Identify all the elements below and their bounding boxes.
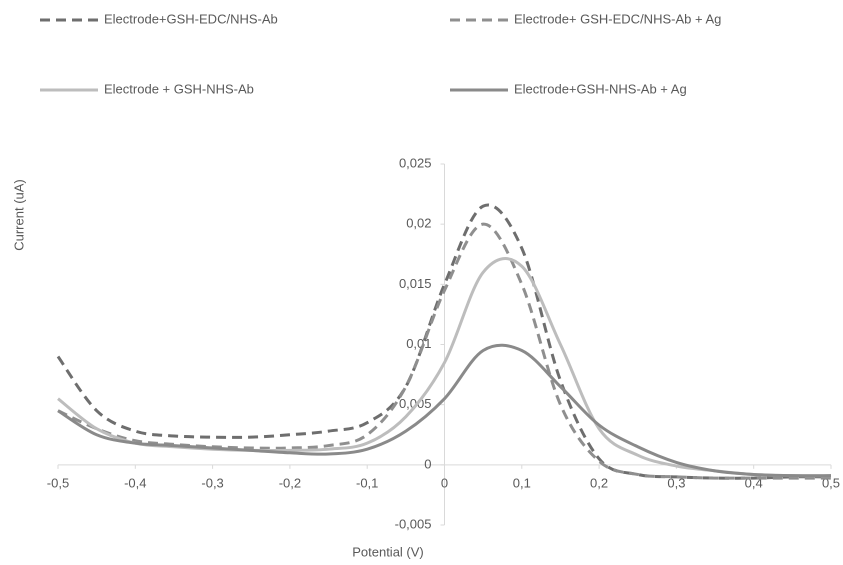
y-tick-label: 0,025 [399,155,432,170]
series-line [57,343,832,478]
legend-label: Electrode+GSH-NHS-Ab + Ag [514,81,687,96]
x-tick-label: 0,2 [590,475,608,490]
y-axis-label: Current (uA) [11,179,26,251]
legend-label: Electrode+GSH-EDC/NHS-Ab [104,11,278,26]
x-tick-label: 0,1 [513,475,531,490]
x-axis-label: Potential (V) [352,544,424,559]
series-line [57,222,832,480]
legend-label: Electrode+ GSH-EDC/NHS-Ab + Ag [514,11,721,26]
x-tick-label: -0,3 [201,475,223,490]
y-tick-label: 0,015 [399,276,432,291]
y-tick-label: 0,02 [406,216,431,231]
x-tick-label: -0,2 [279,475,301,490]
y-tick-label: 0 [424,456,431,471]
x-tick-label: -0,1 [356,475,378,490]
legend-label: Electrode + GSH-NHS-Ab [104,81,254,96]
x-tick-label: -0,5 [47,475,69,490]
y-tick-label: 0,01 [406,336,431,351]
y-tick-label: -0,005 [395,516,432,531]
x-tick-label: -0,4 [124,475,146,490]
x-tick-label: 0 [441,475,448,490]
y-tick-label: 0,005 [399,396,432,411]
x-tick-label: 0,3 [667,475,685,490]
